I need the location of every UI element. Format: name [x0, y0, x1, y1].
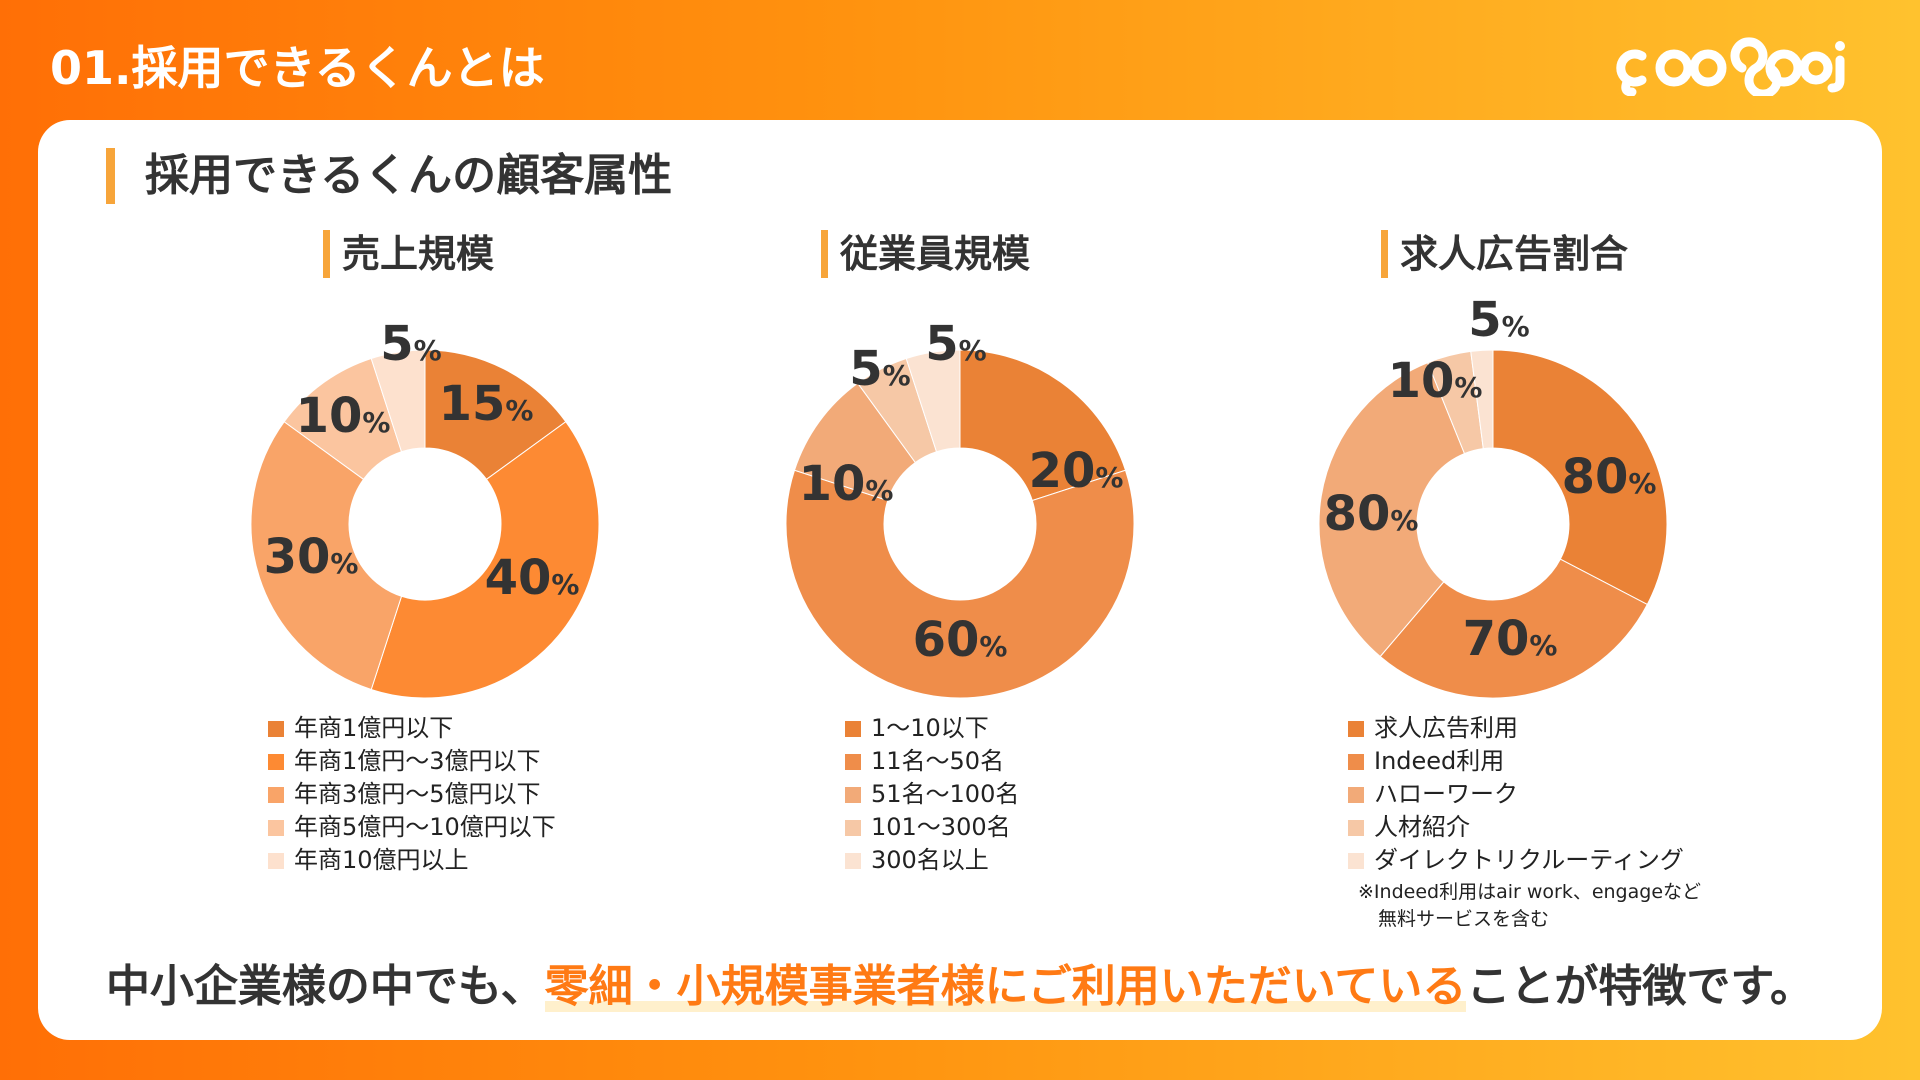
message-before: 中小企業様の中でも、 [105, 961, 545, 1012]
legend-footnote: ※Indeed利用はair work、engageなど無料サービスを含む [1358, 879, 1701, 933]
legend-label: ダイレクトリクルーティング [1374, 846, 1684, 874]
legend-swatch [268, 753, 284, 770]
donut-slice [905, 349, 961, 453]
slice-label: 60% [913, 612, 1008, 668]
legend-item: Indeed利用 [1348, 745, 1701, 778]
section-heading: 採用できるくんの顧客属性 [106, 148, 672, 204]
legend-item: ダイレクトリクルーティング [1348, 844, 1701, 877]
donut-slice [1492, 349, 1668, 606]
donut-chart-revenue: 15% 40% 30% 10% 5% [250, 316, 600, 699]
message-after: ことが特徴です。 [1466, 961, 1815, 1012]
slice-label: 10% [296, 388, 391, 444]
legend-label: 年商3億円〜5億円以下 [294, 780, 541, 808]
legend-swatch [845, 819, 861, 836]
legend-item: 11名〜50名 [845, 745, 1019, 778]
slice-label: 5% [849, 341, 910, 397]
legend-label: 求人広告利用 [1374, 714, 1518, 742]
chart-title-revenue: 売上規模 [323, 230, 494, 278]
legend-item: 年商3億円〜5億円以下 [268, 778, 556, 811]
legend-swatch [1348, 852, 1364, 869]
footnote-line: 無料サービスを含む [1378, 908, 1550, 930]
chart-title-job-ads: 求人広告割合 [1381, 230, 1628, 278]
slice-label: 80% [1562, 449, 1657, 505]
slice-label: 10% [1388, 353, 1483, 409]
slice-label: 30% [264, 529, 359, 585]
slice-label: 15% [439, 376, 534, 432]
slice-label: 20% [1029, 443, 1124, 499]
legend-item: 年商5億円〜10億円以下 [268, 811, 556, 844]
legend-label: 1〜10以下 [871, 714, 989, 742]
legend-label: 300名以上 [871, 846, 989, 874]
content-card: 採用できるくんの顧客属性 売上規模 従業員規模 求人広告割合 15% 40% 30%… [38, 120, 1882, 1040]
legend-swatch [268, 786, 284, 803]
legend-swatch [268, 852, 284, 869]
legend-item: 年商10億円以上 [268, 844, 556, 877]
donut-slice [250, 421, 403, 691]
legend-label: Indeed利用 [1374, 747, 1505, 775]
legend-swatch [845, 753, 861, 770]
legend-label: 年商10億円以上 [294, 846, 469, 874]
legend-item: 101〜300名 [845, 811, 1019, 844]
donut-chart-employees: 20% 60% 10% 5% 5% [785, 316, 1135, 699]
page-title: 01.採用できるくんとは [50, 41, 545, 95]
legend-revenue: 年商1億円以下年商1億円〜3億円以下 年商3億円〜5億円以下 年商5億円〜10億円以… [268, 712, 556, 877]
legend-swatch [1348, 753, 1364, 770]
donut-slice [370, 349, 426, 453]
legend-item: 51名〜100名 [845, 778, 1019, 811]
donut-slice [1318, 362, 1466, 658]
slice-label: 5% [380, 316, 441, 372]
legend-item: ハローワーク [1348, 778, 1701, 811]
legend-swatch [1348, 786, 1364, 803]
legend-employees: 1〜10以下 11名〜50名 51名〜100名 101〜300名 300名以上 [845, 712, 1019, 877]
goodooi-logo [1616, 37, 1845, 96]
legend-item: 1〜10以下 [845, 712, 1019, 745]
legend-swatch [1348, 819, 1364, 836]
slice-label: 10% [799, 456, 894, 512]
legend-label: 11名〜50名 [871, 747, 1005, 775]
footnote-line: ※Indeed利用はair work、engageなど [1358, 881, 1702, 903]
legend-swatch [268, 819, 284, 836]
legend-swatch [268, 720, 284, 737]
legend-item: 求人広告利用 [1348, 712, 1701, 745]
legend-label: 年商5億円〜10億円以下 [294, 813, 556, 841]
summary-message: 中小企業様の中でも、零細・小規模事業者様にご利用いただいていることが特徴です。 [38, 950, 1882, 1014]
slice-label: 5% [1468, 292, 1529, 348]
legend-swatch [845, 786, 861, 803]
donut-slice [959, 349, 1127, 502]
legend-item: 年商1億円以下 [268, 712, 556, 745]
donut-slice [785, 469, 1135, 699]
slice-label: 80% [1324, 486, 1419, 542]
legend-label: 101〜300名 [871, 813, 1011, 841]
slice-label: 5% [925, 316, 986, 372]
legend-label: 51名〜100名 [871, 780, 1020, 808]
donut-slice [370, 421, 600, 699]
legend-item: 年商1億円〜3億円以下 [268, 745, 556, 778]
legend-label: 年商1億円以下 [294, 714, 454, 742]
message-highlight: 零細・小規模事業者様にご利用いただいている [544, 961, 1467, 1012]
donut-chart-job-ads: 80% 70% 80% 10%5% [1318, 292, 1668, 699]
legend-item: 人材紹介 [1348, 811, 1701, 844]
legend-job-ads: 求人広告利用 Indeed利用 ハローワーク 人材紹介ダイレクトリクルーティング ※In… [1348, 712, 1701, 933]
donut-slice [1470, 349, 1494, 450]
legend-swatch [1348, 720, 1364, 737]
legend-item: 300名以上 [845, 844, 1019, 877]
donut-slice [1379, 558, 1648, 699]
chart-title-employees: 従業員規模 [821, 230, 1030, 278]
legend-swatch [845, 720, 861, 737]
legend-label: ハローワーク [1374, 780, 1518, 808]
legend-label: 人材紹介 [1374, 813, 1470, 841]
slice-label: 70% [1463, 611, 1558, 667]
legend-label: 年商1億円〜3億円以下 [294, 747, 541, 775]
slice-label: 40% [485, 550, 580, 606]
legend-swatch [845, 852, 861, 869]
